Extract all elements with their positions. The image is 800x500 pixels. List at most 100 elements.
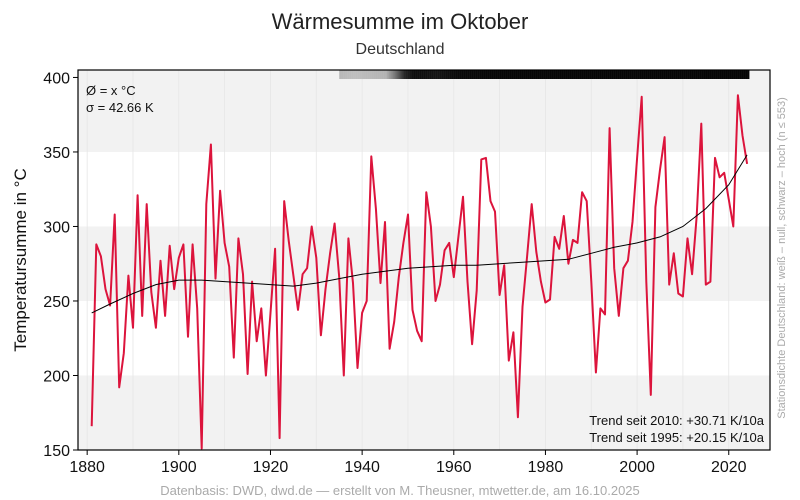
station-density-segment (643, 70, 646, 79)
station-density-segment (505, 70, 508, 79)
station-density-segment (733, 70, 736, 79)
x-tick-label: 2000 (619, 459, 655, 476)
station-density-segment (543, 70, 546, 79)
station-density-segment (361, 70, 364, 79)
station-density-segment (371, 70, 374, 79)
station-density-segment (621, 70, 624, 79)
series-line-trend (91, 154, 748, 314)
station-density-segment (633, 70, 636, 79)
station-density-segment (723, 70, 726, 79)
station-density-segment (593, 70, 596, 79)
station-density-segment (363, 70, 366, 79)
station-density-segment (515, 70, 518, 79)
station-density-segment (597, 70, 600, 79)
station-density-segment (433, 70, 436, 79)
station-density-segment (561, 70, 564, 79)
station-density-segment (341, 70, 344, 79)
station-density-segment (449, 70, 452, 79)
station-density-segment (469, 70, 472, 79)
station-density-segment (715, 70, 718, 79)
station-density-segment (563, 70, 566, 79)
station-density-segment (529, 70, 532, 79)
station-density-segment (403, 70, 406, 79)
station-density-segment (605, 70, 608, 79)
station-density-segment (397, 70, 400, 79)
station-density-segment (417, 70, 420, 79)
station-density-segment (431, 70, 434, 79)
station-density-segment (725, 70, 728, 79)
x-axis: 1880 1900 1920 1940 1960 1980 2000 2020 (69, 450, 747, 476)
station-density-segment (683, 70, 686, 79)
station-density-segment (625, 70, 628, 79)
station-density-segment (407, 70, 410, 79)
station-density-segment (665, 70, 668, 79)
station-density-segment (601, 70, 604, 79)
station-density-segment (359, 70, 362, 79)
y-tick-label: 200 (43, 368, 70, 385)
station-density-segment (577, 70, 580, 79)
station-density-segment (727, 70, 730, 79)
station-density-segment (451, 70, 454, 79)
y-axis: 150 200 250 300 350 400 (43, 70, 78, 460)
station-density-segment (383, 70, 386, 79)
station-density-segment (393, 70, 396, 79)
station-density-segment (629, 70, 632, 79)
station-density-segment (527, 70, 530, 79)
y-tick-label: 250 (43, 294, 70, 311)
station-density-segment (623, 70, 626, 79)
station-density-segment (567, 70, 570, 79)
station-density-segment (599, 70, 602, 79)
station-density-segment (525, 70, 528, 79)
station-density-segment (713, 70, 716, 79)
station-density-segment (429, 70, 432, 79)
station-density-segment (661, 70, 664, 79)
plot-frame (77, 69, 771, 451)
station-density-segment (425, 70, 428, 79)
station-density-segment (479, 70, 482, 79)
station-density-segment (705, 70, 708, 79)
station-density-segment (487, 70, 490, 79)
station-density-segment (521, 70, 524, 79)
station-density-segment (457, 70, 460, 79)
station-density-segment (693, 70, 696, 79)
station-density-segment (473, 70, 476, 79)
station-density-segment (441, 70, 444, 79)
station-density-segment (355, 70, 358, 79)
station-density-segment (743, 70, 746, 79)
station-density-segment (439, 70, 442, 79)
station-density-segment (741, 70, 744, 79)
station-density-segment (509, 70, 512, 79)
station-density-segment (719, 70, 722, 79)
station-density-segment (603, 70, 606, 79)
station-density-segment (541, 70, 544, 79)
station-density-segment (445, 70, 448, 79)
station-density-segment (545, 70, 548, 79)
station-density-segment (375, 70, 378, 79)
station-density-segment (651, 70, 654, 79)
station-density-segment (513, 70, 516, 79)
station-density-segment (461, 70, 464, 79)
station-density-segment (347, 70, 350, 79)
y-tick-label: 400 (43, 70, 70, 87)
station-density-segment (349, 70, 352, 79)
station-density-segment (453, 70, 456, 79)
station-density-segment (503, 70, 506, 79)
y-tick-label: 300 (43, 219, 70, 236)
station-density-segment (367, 70, 370, 79)
station-density-segment (471, 70, 474, 79)
station-density-segment (351, 70, 354, 79)
stat-sigma: σ = 42.66 K (86, 100, 154, 115)
station-density-segment (499, 70, 502, 79)
station-density-segment (539, 70, 542, 79)
station-density-segment (731, 70, 734, 79)
station-density-segment (443, 70, 446, 79)
station-density-segment (395, 70, 398, 79)
y-axis-label: Temperatursumme in °C (11, 168, 30, 351)
x-tick-label: 1920 (253, 459, 289, 476)
x-tick-label: 1880 (69, 459, 105, 476)
station-density-segment (413, 70, 416, 79)
station-density-segment (631, 70, 634, 79)
station-density-segment (717, 70, 720, 79)
station-density-segment (711, 70, 714, 79)
station-density-segment (707, 70, 710, 79)
